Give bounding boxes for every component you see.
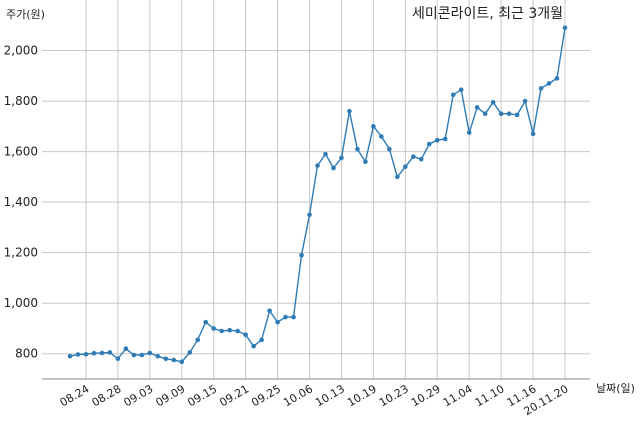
data-point (259, 337, 264, 343)
series-line-group (69, 27, 566, 363)
data-point (418, 156, 424, 162)
data-point (426, 141, 432, 147)
y-tick-label: 1,800 (4, 94, 38, 108)
data-point (243, 332, 248, 338)
data-point (211, 326, 217, 331)
data-point (498, 111, 504, 116)
data-point (379, 134, 384, 139)
x-tick-label: 10.29 (409, 382, 443, 409)
data-point (195, 337, 201, 343)
data-point (530, 131, 536, 137)
data-point (315, 163, 320, 168)
data-point (474, 105, 480, 110)
data-point (506, 111, 512, 116)
data-points (67, 25, 568, 365)
data-point (67, 353, 73, 359)
data-point (83, 351, 89, 357)
data-point (522, 98, 528, 104)
data-point (123, 346, 129, 351)
y-tick-label: 1,000 (4, 296, 38, 310)
data-point (458, 87, 464, 92)
data-point (331, 165, 336, 171)
data-point (131, 352, 137, 358)
data-point (251, 343, 256, 349)
y-axis-label: 주가(원) (6, 8, 45, 21)
x-tick-label: 09.25 (249, 382, 283, 409)
data-point (139, 352, 145, 358)
x-tick-label: 08.24 (58, 382, 92, 409)
x-tick-label: 10.13 (313, 382, 347, 409)
data-point (291, 314, 296, 320)
data-point (355, 146, 360, 152)
x-tick-label: 09.15 (185, 382, 219, 409)
data-point (163, 356, 169, 362)
data-point (538, 86, 544, 91)
data-point (490, 100, 496, 105)
data-point (323, 151, 328, 157)
data-point (275, 319, 280, 325)
data-point (187, 350, 193, 355)
data-point (562, 25, 568, 31)
data-point (442, 136, 448, 142)
data-point (387, 146, 392, 152)
gridlines (42, 0, 590, 379)
axes: 800 1,000 1,200 1,400 1,600 1,800 2,000 08.2408… (4, 44, 590, 418)
data-point (267, 308, 272, 314)
data-point (91, 350, 97, 356)
data-point (147, 350, 153, 356)
x-tick-label: 08.28 (90, 382, 124, 409)
x-tick-label: 10.23 (377, 382, 411, 409)
data-point (155, 353, 161, 359)
data-point (203, 319, 209, 325)
x-tick-label: 11.04 (441, 382, 475, 409)
x-tick-label: 10.19 (345, 382, 379, 409)
data-point (554, 76, 560, 81)
data-point (514, 112, 520, 118)
data-point (307, 212, 312, 218)
x-axis-label: 날짜(일) (596, 381, 635, 395)
data-point (227, 327, 232, 333)
data-point (434, 137, 440, 143)
data-point (179, 359, 185, 365)
data-point (395, 174, 400, 180)
data-point (107, 350, 113, 355)
data-point (299, 252, 304, 258)
data-point (371, 124, 376, 129)
data-point (546, 81, 552, 86)
data-point (347, 108, 352, 114)
data-point (411, 154, 416, 159)
data-point (450, 92, 456, 98)
data-point (219, 328, 224, 334)
x-tick-label: 09.09 (153, 382, 187, 409)
x-tick-label: 10.06 (281, 382, 315, 409)
x-tick-label: 09.03 (122, 382, 156, 409)
y-tick-label: 2,000 (4, 44, 38, 58)
data-point (403, 164, 408, 170)
y-tick-label: 1,400 (4, 195, 38, 209)
data-point (99, 350, 105, 356)
y-tick-label: 800 (15, 347, 38, 361)
x-tick-label: 09.21 (217, 382, 251, 409)
data-point (75, 352, 81, 357)
data-point (482, 111, 488, 116)
data-point (339, 155, 344, 161)
data-point (235, 328, 240, 334)
data-point (115, 356, 121, 362)
data-point (171, 357, 177, 363)
chart-title: 세미콘라이트, 최근 3개월 (412, 6, 563, 22)
y-tick-label: 1,200 (4, 246, 38, 260)
y-tick-label: 1,600 (4, 145, 38, 159)
data-point (363, 159, 368, 165)
series-line (69, 27, 566, 363)
x-tick-label: 11.10 (473, 382, 507, 409)
data-point (283, 314, 288, 320)
data-point (466, 130, 472, 135)
